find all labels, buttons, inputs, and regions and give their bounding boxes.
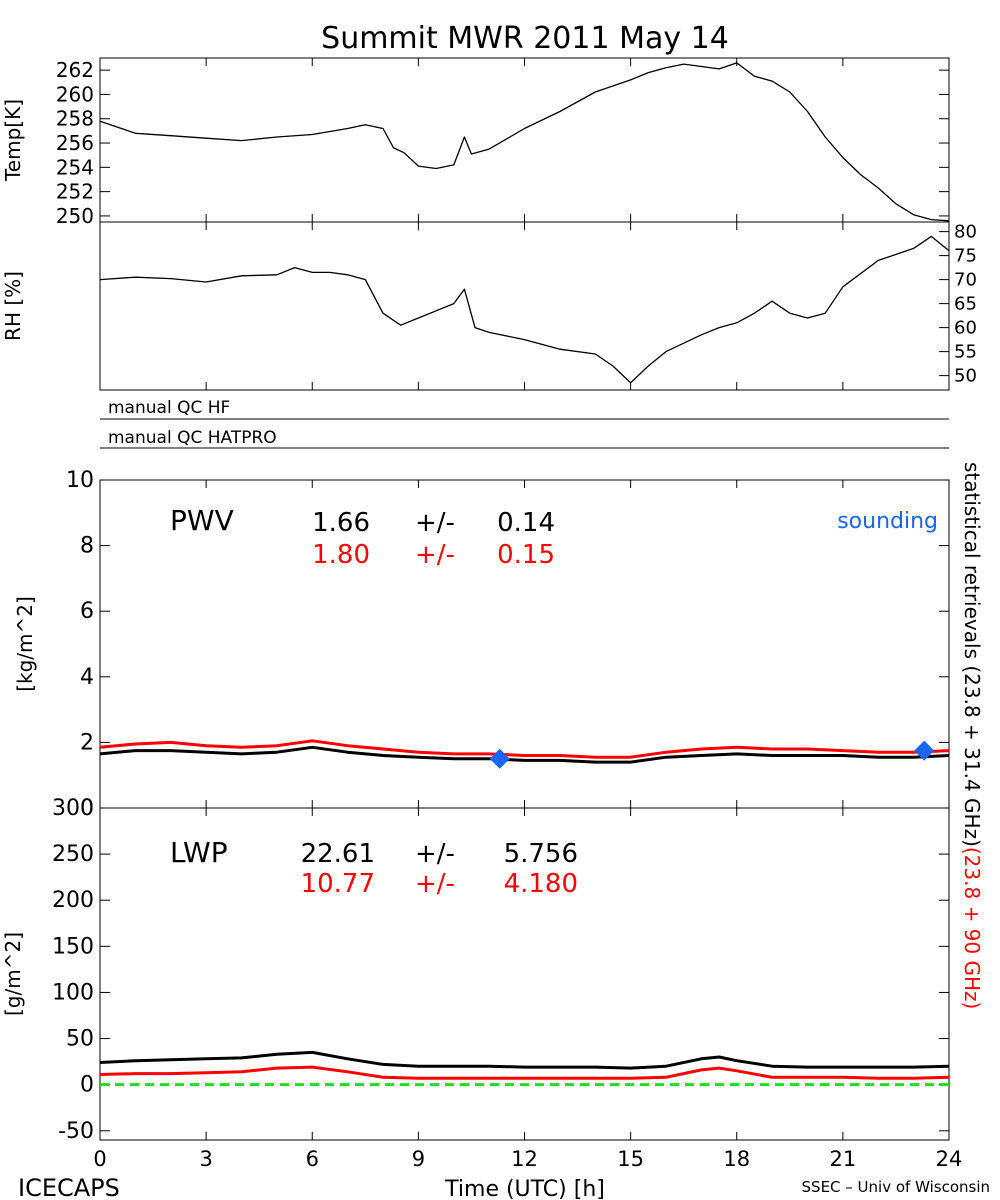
lwp-panel: -50 0 50 100 150 200 250 300 [g/m^2] 0 3 6 9 12 15 18 21… [1, 796, 962, 1171]
rh-ytick-label: 80 [954, 222, 977, 243]
rh-series-0 [99, 235, 950, 384]
rh-ytick-label: 55 [954, 342, 977, 363]
right-label-red: (23.8 + 90 GHz) [960, 847, 984, 1009]
pwv-series-1 [99, 739, 950, 759]
lwp-ylabel: [g/m^2] [1, 932, 25, 1016]
footer-right: SSEC – Univ of Wisconsin [802, 1178, 990, 1196]
lwp-xtick-label: 0 [93, 1147, 106, 1171]
rh-ylabel: RH [%] [1, 271, 25, 341]
lwp-ytick-label: 150 [52, 934, 94, 959]
rh-ytick-label: 65 [954, 294, 977, 315]
lwp-ytick-label: 50 [66, 1027, 94, 1052]
qc-hf-row: manual QC HF [100, 398, 949, 420]
pwv-panel: 0 2 4 6 8 10 [kg/m^2] sounding PWV 1.66 +/- 0.14 1.8… [13, 468, 950, 821]
lwp-stat-pm: +/- [415, 869, 455, 899]
pwv-ytick-label: 2 [80, 730, 94, 755]
lwp-xtick-label: 3 [199, 1147, 212, 1171]
figure-title: Summit MWR 2011 May 14 [321, 21, 729, 56]
lwp-stat-value: 22.61 [301, 839, 375, 869]
pwv-ytick-label: 4 [80, 665, 94, 690]
lwp-ytick-label: 250 [52, 842, 94, 867]
temp-ytick-label: 262 [56, 58, 94, 82]
pwv-ytick-label: 10 [66, 468, 94, 493]
qc-hf-label: manual QC HF [108, 398, 230, 418]
lwp-xtick-label: 9 [412, 1147, 425, 1171]
pwv-series-0 [99, 745, 950, 764]
qc-hatpro-row: manual QC HATPRO [100, 428, 949, 449]
lwp-ytick-label: 300 [52, 796, 94, 821]
qc-hatpro-label: manual QC HATPRO [108, 428, 277, 448]
lwp-stat-value: 10.77 [301, 869, 375, 899]
lwp-panel-label: LWP [170, 836, 228, 869]
pwv-stat-err: 0.14 [497, 508, 555, 538]
pwv-stat-err: 0.15 [497, 540, 555, 570]
pwv-ylabel: [kg/m^2] [13, 596, 37, 692]
pwv-sounding-label: sounding [837, 509, 938, 534]
pwv-ytick-label: 8 [80, 534, 94, 559]
rh-frame [99, 221, 950, 391]
lwp-series-0 [99, 1050, 950, 1070]
lwp-stat-err: 5.756 [504, 839, 578, 869]
lwp-ytick-label: 100 [52, 980, 94, 1005]
pwv-sounding-point [489, 748, 510, 769]
right-vertical-label: statistical retrievals (23.8 + 31.4 GHz)… [960, 462, 984, 1009]
pwv-stat-value: 1.80 [312, 540, 370, 570]
temp-ytick-label: 252 [56, 180, 94, 204]
pwv-stat-pm: +/- [415, 540, 455, 570]
x-axis-title: Time (UTC) [h] [444, 1177, 605, 1200]
lwp-stat-pm: +/- [415, 839, 455, 869]
footer-left: ICECAPS [18, 1174, 120, 1200]
lwp-ytick-label: 0 [80, 1073, 94, 1098]
lwp-stat-err: 4.180 [504, 869, 578, 899]
lwp-xtick-label: 21 [830, 1147, 857, 1171]
lwp-ytick-label: -50 [58, 1119, 94, 1144]
rh-ytick-label: 50 [954, 366, 977, 387]
pwv-ytick-label: 6 [80, 599, 94, 624]
temp-ytick-label: 254 [56, 155, 94, 179]
lwp-ytick-label: 200 [52, 888, 94, 913]
right-label-black: statistical retrievals (23.8 + 31.4 GHz) [960, 462, 984, 847]
pwv-stat-value: 1.66 [312, 508, 370, 538]
lwp-xtick-label: 6 [306, 1147, 319, 1171]
lwp-xtick-label: 18 [723, 1147, 750, 1171]
temp-ytick-label: 260 [56, 82, 94, 106]
rh-ytick-label: 70 [954, 270, 977, 291]
temp-ytick-label: 256 [56, 131, 94, 155]
pwv-stat-pm: +/- [415, 508, 455, 538]
temp-series-0 [99, 62, 950, 222]
lwp-xtick-label: 24 [936, 1147, 963, 1171]
lwp-xtick-label: 12 [511, 1147, 538, 1171]
pwv-ytick-label: 0 [80, 796, 94, 821]
temp-ytick-label: 250 [56, 204, 94, 228]
pwv-panel-label: PWV [170, 504, 234, 537]
chart-panels: 250252254256258260262Temp[K]505560657075… [1, 57, 977, 1171]
rh-panel: 50 55 60 65 70 75 80 RH [%] [1, 221, 977, 391]
temp-ytick-label: 258 [56, 107, 94, 131]
rh-ytick-label: 60 [954, 318, 977, 339]
lwp-series-1 [99, 1065, 950, 1080]
rh-ytick-label: 75 [954, 246, 977, 267]
temp-ylabel: Temp[K] [1, 99, 25, 182]
pwv-sounding-point [914, 740, 935, 761]
lwp-xtick-label: 15 [617, 1147, 644, 1171]
